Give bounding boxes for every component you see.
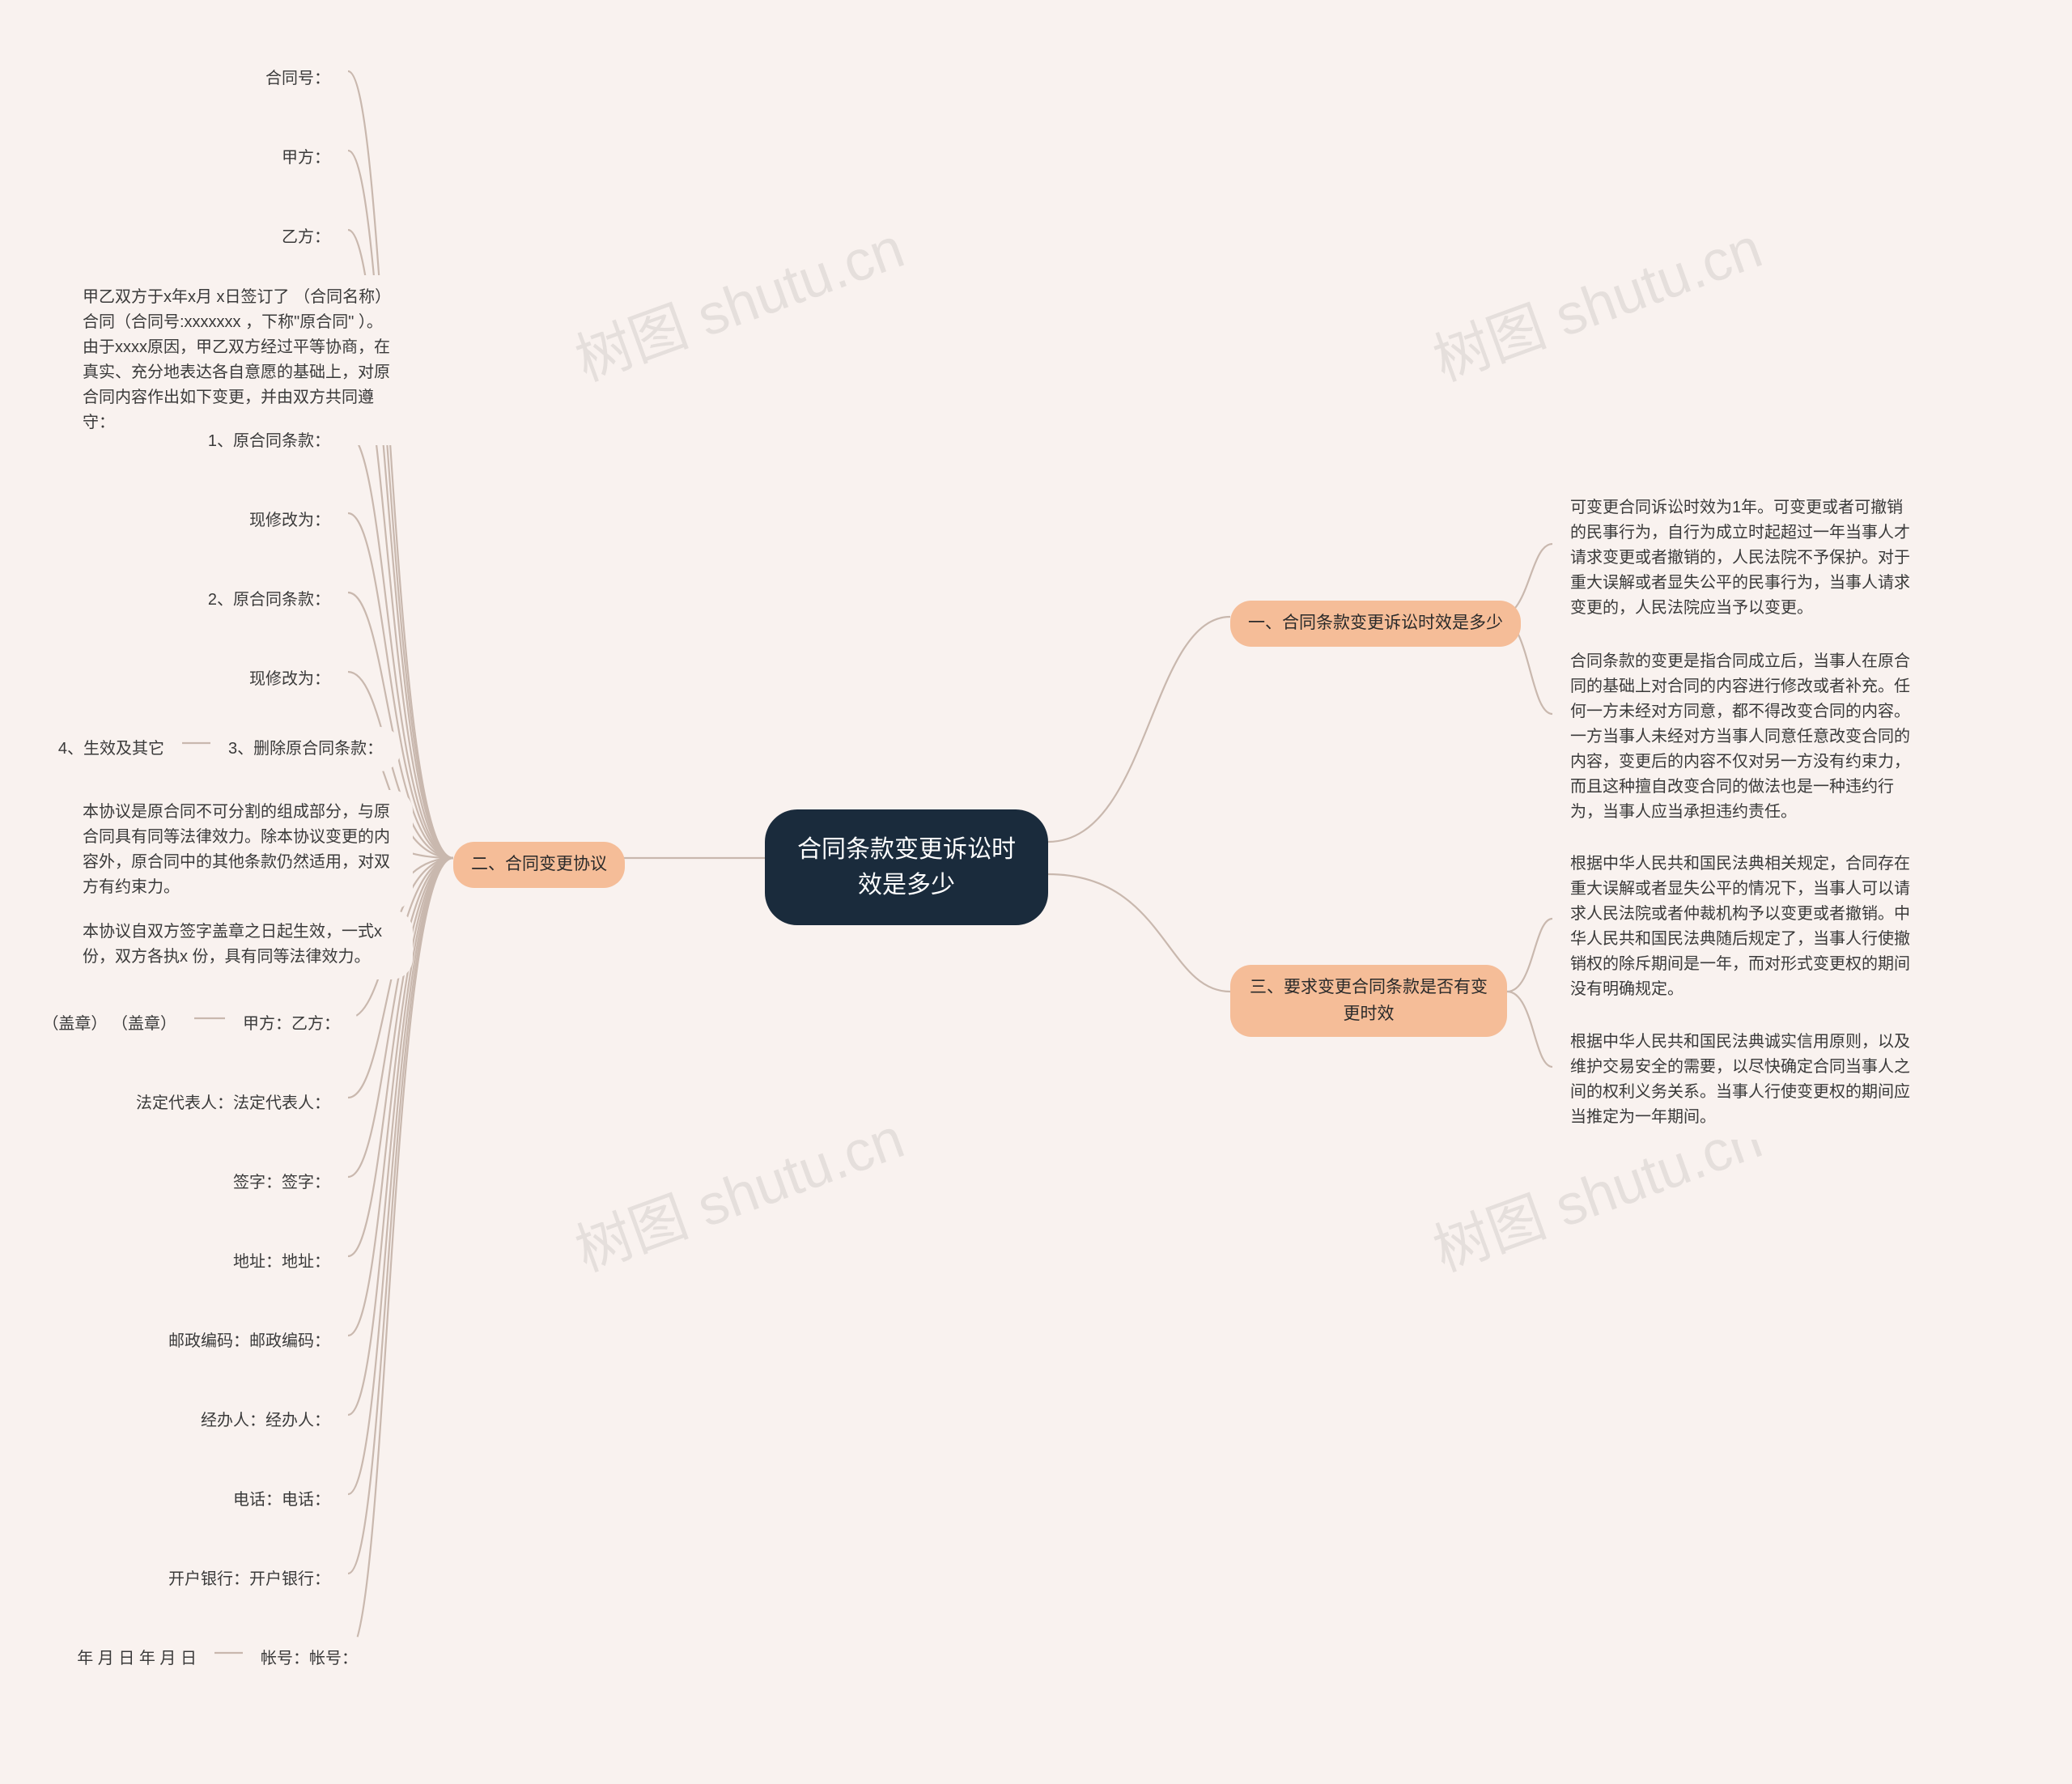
leaf-text: 1、原合同条款： <box>208 432 330 450</box>
leaf-node[interactable]: 甲方：乙方： <box>225 1002 358 1047</box>
branch-section-1[interactable]: 一、合同条款变更诉讼时效是多少 <box>1230 601 1521 647</box>
watermark: 树图 shutu.cn <box>1421 203 1772 397</box>
leaf-node[interactable]: 地址：地址： <box>215 1240 348 1285</box>
leaf-node[interactable]: 4、生效及其它 <box>40 727 182 771</box>
leaf-node[interactable]: 根据中华人民共和国民法典相关规定，合同存在重大误解或者显失公平的情况下，当事人可… <box>1552 842 1933 1012</box>
leaf-text: 现修改为： <box>249 512 330 529</box>
leaf-text: 乙方： <box>282 228 330 246</box>
leaf-node[interactable]: 经办人：经办人： <box>183 1399 348 1443</box>
branch-section-3[interactable]: 三、要求变更合同条款是否有变更时效 <box>1230 965 1507 1037</box>
leaf-node[interactable]: 3、删除原合同条款： <box>210 727 401 771</box>
leaf-node[interactable]: 本协议自双方签字盖章之日起生效，一式x 份，双方各执x 份，具有同等法律效力。 <box>65 910 413 979</box>
root-title: 合同条款变更诉讼时效是多少 <box>797 836 1016 898</box>
leaf-node[interactable]: 开户银行：开户银行： <box>151 1557 348 1602</box>
branch-section-2[interactable]: 二、合同变更协议 <box>453 842 625 888</box>
leaf-node[interactable]: 帐号：帐号： <box>243 1637 376 1681</box>
leaf-text: （盖章） （盖章） <box>42 1015 176 1033</box>
leaf-node[interactable]: 签字：签字： <box>215 1161 348 1205</box>
watermark: 树图 shutu.cn <box>563 1094 914 1288</box>
leaf-text: 可变更合同诉讼时效为1年。可变更或者可撤销的民事行为，自行为成立时起超过一年当事… <box>1570 499 1910 617</box>
leaf-text: 法定代表人：法定代表人： <box>136 1094 330 1112</box>
leaf-node[interactable]: 合同号： <box>248 57 348 101</box>
branch-label: 三、要求变更合同条款是否有变更时效 <box>1250 978 1488 1023</box>
leaf-text: 开户银行：开户银行： <box>168 1570 330 1588</box>
leaf-node[interactable]: 现修改为： <box>231 499 348 543</box>
leaf-node[interactable]: 邮政编码：邮政编码： <box>151 1319 348 1364</box>
leaf-text: 本协议是原合同不可分割的组成部分，与原合同具有同等法律效力。除本协议变更的内容外… <box>83 803 390 896</box>
leaf-node[interactable]: 2、原合同条款： <box>190 578 348 622</box>
leaf-node[interactable]: 可变更合同诉讼时效为1年。可变更或者可撤销的民事行为，自行为成立时起超过一年当事… <box>1552 486 1933 631</box>
leaf-node[interactable]: 电话：电话： <box>215 1478 348 1523</box>
leaf-node[interactable]: 1、原合同条款： <box>190 419 348 464</box>
leaf-text: 甲方：乙方： <box>243 1015 340 1033</box>
leaf-node[interactable]: 本协议是原合同不可分割的组成部分，与原合同具有同等法律效力。除本协议变更的内容外… <box>65 790 413 910</box>
leaf-text: 2、原合同条款： <box>208 591 330 609</box>
leaf-text: 3、删除原合同条款： <box>228 740 383 758</box>
leaf-text: 签字：签字： <box>233 1174 330 1191</box>
leaf-text: 本协议自双方签字盖章之日起生效，一式x 份，双方各执x 份，具有同等法律效力。 <box>83 923 382 966</box>
leaf-text: 现修改为： <box>249 670 330 688</box>
leaf-text: 邮政编码：邮政编码： <box>168 1332 330 1350</box>
leaf-text: 电话：电话： <box>233 1491 330 1509</box>
leaf-text: 甲方： <box>282 149 330 167</box>
leaf-text: 根据中华人民共和国民法典相关规定，合同存在重大误解或者显失公平的情况下，当事人可… <box>1570 855 1910 998</box>
leaf-text: 年 月 日 年 月 日 <box>77 1650 197 1667</box>
leaf-node[interactable]: 乙方： <box>264 215 348 260</box>
root-node[interactable]: 合同条款变更诉讼时效是多少 <box>765 809 1048 925</box>
leaf-text: 4、生效及其它 <box>58 740 164 758</box>
leaf-text: 合同条款的变更是指合同成立后，当事人在原合同的基础上对合同的内容进行修改或者补充… <box>1570 652 1910 821</box>
leaf-node[interactable]: 年 月 日 年 月 日 <box>59 1637 214 1681</box>
branch-label: 一、合同条款变更诉讼时效是多少 <box>1248 614 1503 632</box>
leaf-node[interactable]: （盖章） （盖章） <box>24 1002 194 1047</box>
leaf-text: 地址：地址： <box>233 1253 330 1271</box>
watermark: 树图 shutu.cn <box>563 203 914 397</box>
leaf-text: 合同号： <box>265 70 330 87</box>
leaf-text: 经办人：经办人： <box>201 1412 330 1429</box>
leaf-text: 甲乙双方于x年x月 x日签订了 （合同名称） 合同（合同号:xxxxxxx ，下… <box>83 288 391 431</box>
branch-label: 二、合同变更协议 <box>471 855 607 873</box>
leaf-text: 帐号：帐号： <box>261 1650 358 1667</box>
leaf-node[interactable]: 法定代表人：法定代表人： <box>118 1081 348 1126</box>
leaf-node[interactable]: 合同条款的变更是指合同成立后，当事人在原合同的基础上对合同的内容进行修改或者补充… <box>1552 639 1933 835</box>
leaf-node[interactable]: 甲方： <box>264 136 348 181</box>
leaf-text: 根据中华人民共和国民法典诚实信用原则，以及维护交易安全的需要，以尽快确定合同当事… <box>1570 1033 1910 1126</box>
leaf-node[interactable]: 根据中华人民共和国民法典诚实信用原则，以及维护交易安全的需要，以尽快确定合同当事… <box>1552 1020 1933 1140</box>
leaf-node[interactable]: 现修改为： <box>231 657 348 702</box>
